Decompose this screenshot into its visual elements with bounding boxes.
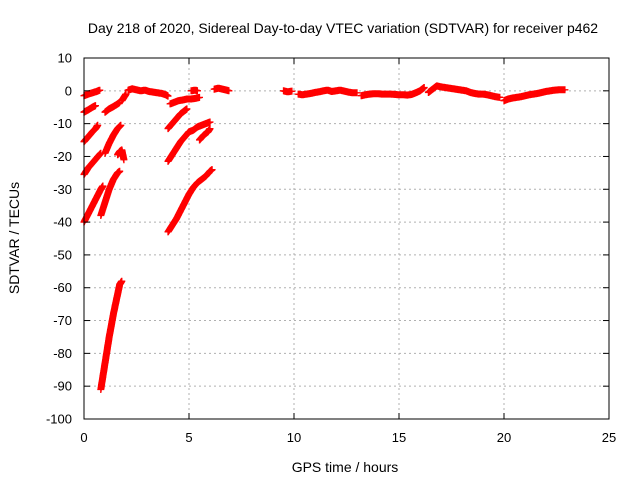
- data-series-s14: [164, 105, 191, 133]
- y-tick-label: 10: [58, 51, 72, 66]
- data-point-markers: [500, 86, 569, 105]
- x-axis-label: GPS time / hours: [292, 459, 399, 475]
- data-series-s16: [164, 166, 216, 236]
- data-point-markers: [124, 85, 172, 100]
- data-series-s13: [166, 93, 203, 108]
- data-series-s20: [280, 87, 296, 96]
- data-point-markers: [118, 90, 130, 105]
- y-tick-label: 0: [65, 83, 72, 98]
- data-series-s10: [114, 146, 128, 164]
- y-tick-label: -20: [53, 149, 72, 164]
- y-tick-label: -70: [53, 313, 72, 328]
- data-point-markers: [424, 82, 504, 101]
- x-tick-label: 5: [185, 430, 192, 445]
- x-tick-label: 10: [287, 430, 301, 445]
- data-series-s19: [210, 84, 233, 95]
- data-series-s24: [500, 86, 569, 105]
- y-tick-label: -100: [46, 412, 72, 427]
- data-point-markers: [101, 98, 124, 116]
- data-point-markers: [166, 93, 203, 108]
- y-axis-label: SDTVAR / TECUs: [6, 182, 22, 294]
- data-series-s8: [101, 121, 125, 157]
- y-tick-label: -40: [53, 215, 72, 230]
- data-series-s2: [80, 102, 99, 116]
- data-marks: [80, 82, 569, 393]
- data-series-s23: [424, 82, 504, 101]
- data-point-markers: [280, 87, 296, 96]
- chart-title: Day 218 of 2020, Sidereal Day-to-day VTE…: [88, 20, 598, 36]
- data-point-markers: [164, 105, 191, 133]
- x-tick-label: 15: [392, 430, 406, 445]
- data-series-s22: [357, 84, 428, 100]
- data-point-markers: [294, 86, 361, 99]
- data-point-markers: [97, 277, 126, 393]
- data-point-markers: [357, 84, 428, 100]
- data-series-s6: [97, 277, 126, 393]
- data-point-markers: [196, 125, 214, 144]
- data-series-s21: [294, 86, 361, 99]
- data-series-s12: [124, 85, 172, 100]
- data-point-markers: [101, 121, 125, 157]
- x-tick-label: 20: [497, 430, 511, 445]
- data-point-markers: [164, 166, 216, 236]
- x-tick-label: 0: [80, 430, 87, 445]
- grid: [84, 58, 609, 419]
- data-point-markers: [187, 86, 201, 95]
- axis-ticks: 10 0 -10 -20 -30 -40 -50 -60 -70 -80 -90 -100 0 5 10 15…: [46, 51, 616, 446]
- y-tick-label: -30: [53, 182, 72, 197]
- y-tick-label: -10: [53, 116, 72, 131]
- plot-frame: [83, 57, 610, 420]
- data-point-markers: [97, 167, 124, 219]
- data-series-s11: [118, 90, 130, 105]
- data-series-s9: [101, 98, 124, 116]
- y-tick-label: -80: [53, 346, 72, 361]
- x-tick-label: 25: [602, 430, 616, 445]
- data-series-s7: [97, 167, 124, 219]
- y-tick-label: -60: [53, 280, 72, 295]
- data-series-s15: [164, 118, 214, 165]
- y-tick-label: -90: [53, 379, 72, 394]
- data-series-s17: [196, 125, 214, 144]
- data-series-s18: [187, 86, 201, 95]
- y-tick-label: -50: [53, 247, 72, 262]
- data-point-markers: [210, 84, 233, 95]
- data-point-markers: [114, 146, 128, 164]
- data-point-markers: [80, 102, 99, 116]
- data-point-markers: [164, 118, 214, 165]
